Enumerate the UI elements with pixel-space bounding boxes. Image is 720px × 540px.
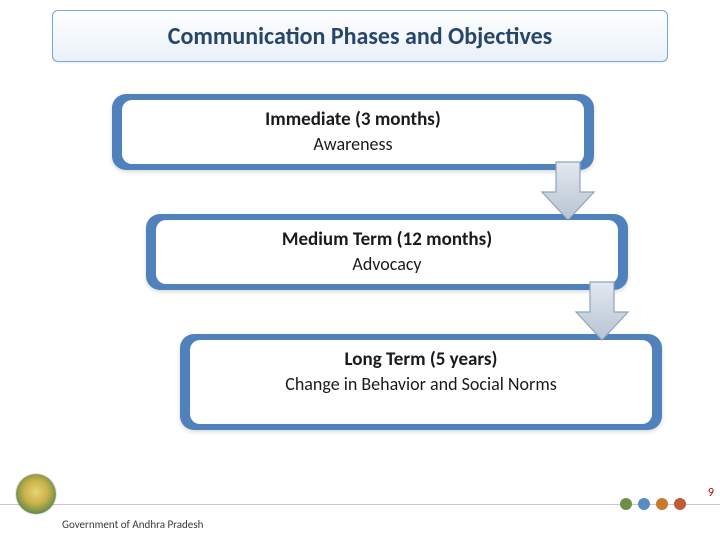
phase-title: Medium Term (12 months)	[168, 228, 606, 251]
footer-dots	[620, 498, 686, 510]
govt-emblem-icon	[16, 474, 56, 514]
phase-inner-1: Medium Term (12 months)Advocacy	[156, 220, 618, 284]
down-arrow-icon	[574, 280, 630, 342]
phase-title: Immediate (3 months)	[134, 108, 572, 131]
slide-title: Communication Phases and Objectives	[168, 22, 552, 51]
footer-dot-icon	[656, 498, 668, 510]
footer-dot-icon	[620, 498, 632, 510]
footer-text: Government of Andhra Pradesh	[62, 518, 203, 531]
down-arrow-icon	[540, 160, 596, 222]
title-bar: Communication Phases and Objectives	[52, 10, 668, 62]
phase-subtitle: Change in Behavior and Social Norms	[202, 373, 640, 395]
phase-inner-0: Immediate (3 months)Awareness	[122, 100, 584, 164]
page-number: 9	[708, 486, 714, 500]
phase-title: Long Term (5 years)	[202, 348, 640, 371]
footer-rule	[0, 504, 720, 505]
footer-dot-icon	[674, 498, 686, 510]
phase-inner-2: Long Term (5 years)Change in Behavior an…	[190, 340, 652, 424]
phase-subtitle: Awareness	[134, 133, 572, 155]
footer-dot-icon	[638, 498, 650, 510]
phase-subtitle: Advocacy	[168, 253, 606, 275]
